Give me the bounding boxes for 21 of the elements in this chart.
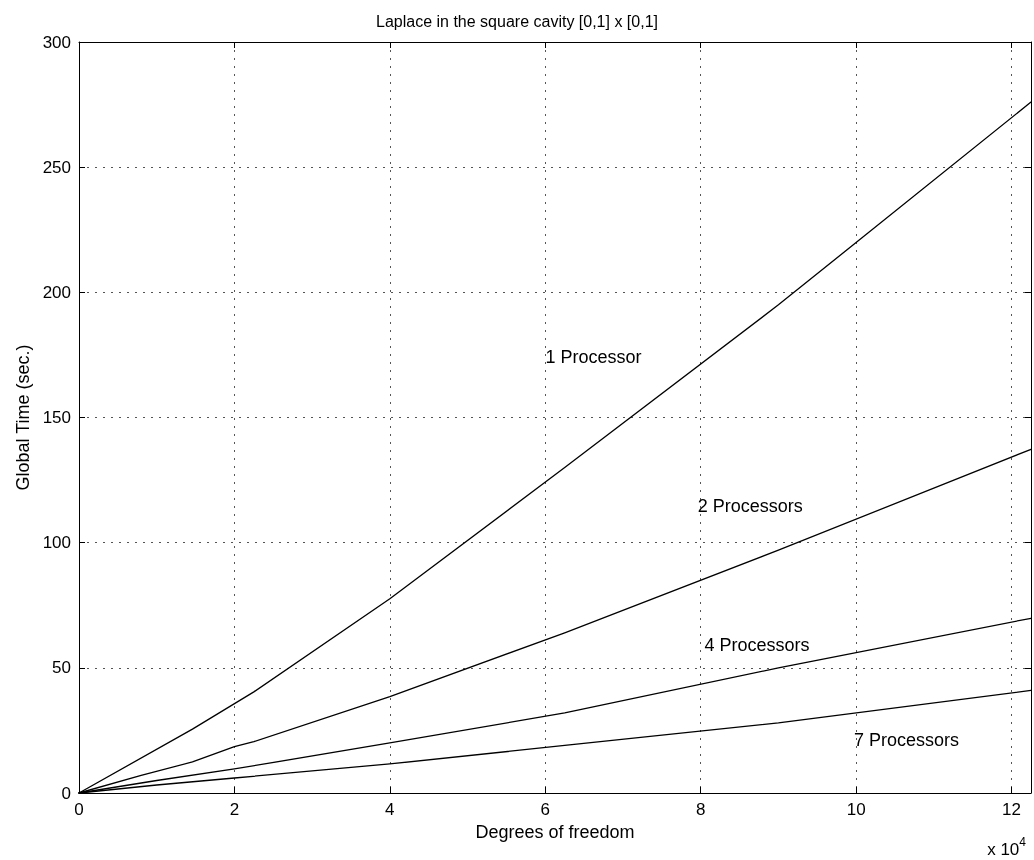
y-tick-label: 200 xyxy=(42,282,71,302)
x-tick-label: 2 xyxy=(229,800,240,819)
x-tick-label: 12 xyxy=(1002,800,1022,819)
y-tick-label: 0 xyxy=(61,783,71,803)
y-tick-label: 100 xyxy=(42,533,71,553)
x-tick-label: 6 xyxy=(540,800,551,819)
series-label: 1 Processor xyxy=(545,347,642,367)
series-label: 2 Processors xyxy=(697,496,803,517)
series-label: 4 Processors xyxy=(704,635,810,656)
x-tick-label: 10 xyxy=(846,800,866,819)
series-label: 7 Processors xyxy=(853,730,959,751)
y-tick-label: 50 xyxy=(52,658,71,678)
y-tick-label: 300 xyxy=(42,32,71,52)
y-tick-label: 150 xyxy=(42,408,71,427)
x-tick-label: 0 xyxy=(74,800,84,819)
x-tick-label: 8 xyxy=(695,800,706,819)
x-axis-title: Degrees of freedom xyxy=(475,821,635,842)
chart-title: Laplace in the square cavity [0,1] x [0,1] xyxy=(376,12,658,30)
y-tick-label: 250 xyxy=(42,157,71,177)
x-tick-label: 4 xyxy=(385,800,395,819)
y-axis-title: Global Time (sec.) xyxy=(12,344,33,491)
